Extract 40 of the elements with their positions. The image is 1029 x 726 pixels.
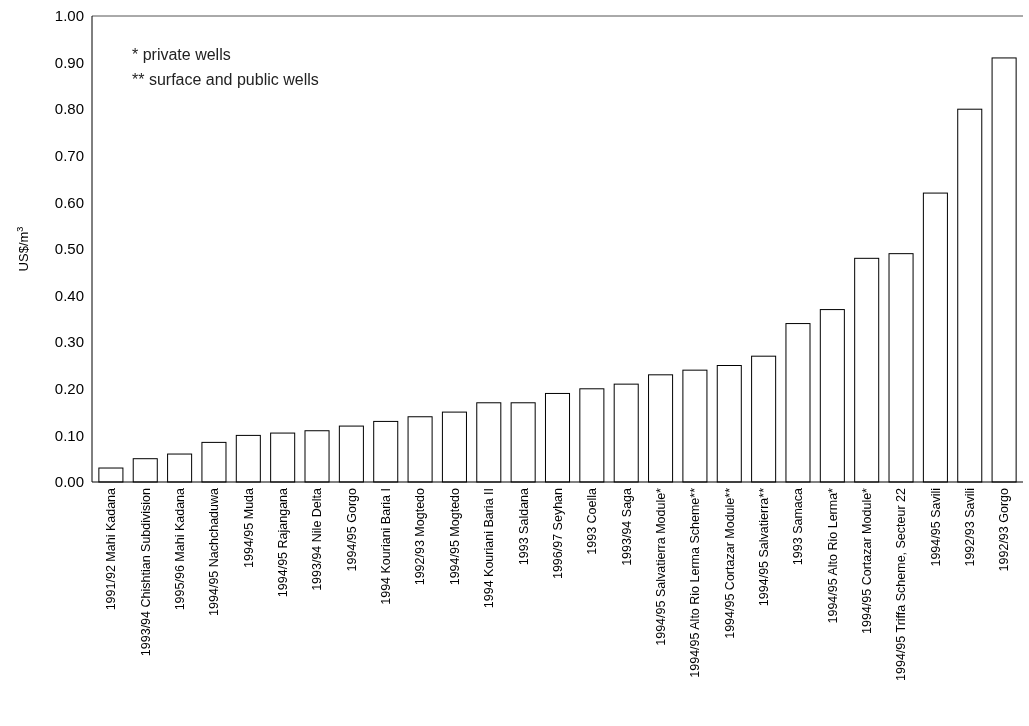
annotation: ** surface and public wells (132, 71, 319, 88)
x-tick-label: 1994/95 Cortazar Module** (722, 487, 737, 639)
x-tick-label: 1994/95 Alto Rio Lerma Scheme** (688, 487, 703, 678)
y-tick-label: 0.70 (54, 147, 84, 165)
x-tick-label: 1994/95 Nachchaduwa (207, 487, 222, 616)
y-tick-label: 0.80 (54, 100, 84, 118)
y-tick-label: 0.50 (54, 240, 84, 258)
x-tick-label: 1994/95 Cortazar Module* (860, 487, 875, 634)
x-tick-label: 1993/94 Saga (619, 487, 634, 566)
y-tick-label: 0.10 (54, 426, 84, 444)
x-tick-label: 1991/92 Mahi Kadana (104, 487, 119, 611)
x-tick-label: 1993/94 Nile Delta (310, 487, 325, 591)
x-tick-label: 1994/95 Rajangana (276, 487, 291, 598)
x-tick-label: 1992/93 Savili (963, 488, 978, 567)
x-tick-label: 1994 Kouriani Baria II (482, 488, 497, 609)
y-tick-label: 0.00 (54, 473, 84, 491)
y-tick-label: 0.20 (54, 380, 84, 398)
x-tick-label: 1994/95 Triffa Scheme, Secteur 22 (894, 487, 909, 681)
x-tick-label: 1994/95 Salvatierra** (757, 487, 771, 607)
y-tick-label: 0.90 (54, 53, 84, 71)
x-tick-label: 1994/95 Gorgo (344, 487, 359, 572)
x-tick-label: 1994/95 Savili (928, 488, 943, 567)
x-tick-label: 1995/96 Mahi Kadana (172, 487, 187, 611)
x-tick-label: 1994 Kouriani Baria I (379, 488, 394, 605)
x-tick-label: 1992/93 Gorgo (997, 487, 1012, 572)
y-tick-label: 1.00 (54, 7, 84, 25)
x-tick-label: 1994/95 Alto Rio Lerma* (825, 487, 840, 624)
annotation: * private wells (132, 46, 231, 63)
x-tick-label: 1992/93 Mogtedo (413, 487, 428, 586)
x-tick-label: 1993 Coella (585, 487, 600, 555)
x-tick-label: 1996/97 Seyhan (550, 487, 565, 580)
x-tick-label: 1993 Saldana (516, 487, 531, 566)
x-tick-label: 1993 Samaca (791, 487, 806, 566)
x-tick-label: 1993/94 Chishtian Subdivision (138, 487, 153, 657)
x-tick-label: 1994/95 Muda (241, 487, 256, 568)
y-tick-label: 0.30 (54, 333, 84, 351)
x-tick-label: 1994/95 Mogtedo (447, 487, 462, 586)
x-tick-label: 1994/95 Salvatierra Module* (653, 487, 668, 646)
y-tick-label: 0.40 (54, 286, 84, 304)
y-tick-label: 0.60 (54, 193, 84, 211)
